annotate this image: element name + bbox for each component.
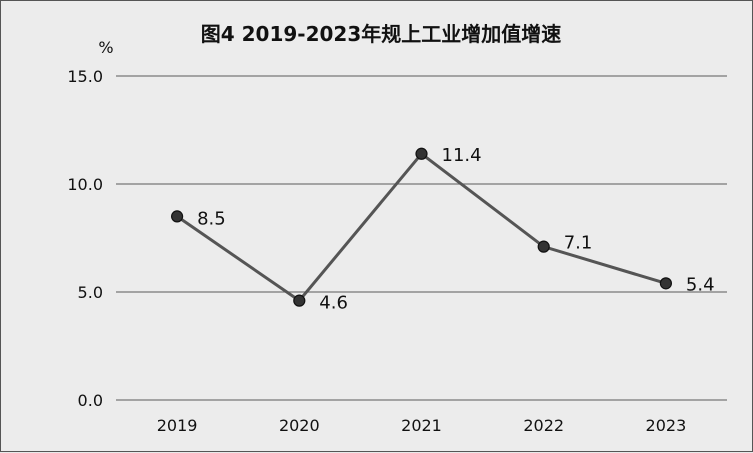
y-tick-label: 0.0 bbox=[78, 391, 103, 410]
data-label: 11.4 bbox=[442, 145, 482, 166]
data-point bbox=[415, 147, 428, 160]
data-label: 5.4 bbox=[686, 274, 715, 295]
y-axis-unit: % bbox=[98, 38, 113, 57]
data-point bbox=[171, 210, 184, 223]
x-tick-label: 2021 bbox=[401, 416, 442, 435]
data-point bbox=[293, 294, 306, 307]
y-tick-label: 15.0 bbox=[67, 67, 103, 86]
data-label: 4.6 bbox=[319, 293, 348, 314]
data-label: 7.1 bbox=[564, 233, 593, 254]
x-tick-label: 2022 bbox=[523, 416, 564, 435]
x-tick-label: 2023 bbox=[646, 416, 687, 435]
y-tick-label: 5.0 bbox=[78, 283, 103, 302]
series-line bbox=[176, 151, 667, 303]
data-label: 8.5 bbox=[197, 208, 226, 229]
y-tick-label: 10.0 bbox=[67, 175, 103, 194]
data-point bbox=[537, 240, 550, 253]
data-point bbox=[659, 277, 673, 290]
x-tick-label: 2020 bbox=[279, 416, 320, 435]
x-tick-label: 2019 bbox=[157, 416, 198, 435]
chart-title: 图4 2019-2023年规上工业增加值增速 bbox=[201, 22, 562, 46]
